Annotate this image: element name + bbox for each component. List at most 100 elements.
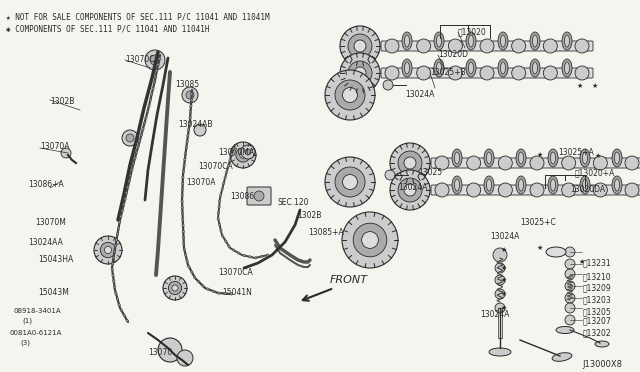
Ellipse shape — [499, 156, 513, 170]
Text: ★: ★ — [579, 259, 585, 265]
Circle shape — [158, 58, 161, 60]
Text: 13025+B: 13025+B — [430, 68, 466, 77]
Circle shape — [255, 257, 257, 259]
Ellipse shape — [404, 62, 410, 74]
Circle shape — [181, 188, 184, 191]
Circle shape — [150, 55, 160, 65]
Ellipse shape — [518, 152, 524, 164]
Circle shape — [230, 142, 256, 168]
Circle shape — [115, 239, 118, 241]
Ellipse shape — [436, 62, 442, 74]
Circle shape — [385, 170, 395, 180]
Text: ⌔13205: ⌔13205 — [583, 307, 612, 316]
Ellipse shape — [452, 149, 462, 167]
Ellipse shape — [480, 66, 494, 80]
Circle shape — [404, 157, 416, 169]
Ellipse shape — [436, 35, 442, 47]
Ellipse shape — [564, 35, 570, 47]
Circle shape — [383, 80, 393, 90]
Text: ⌔13209: ⌔13209 — [583, 283, 612, 292]
Text: 13024A: 13024A — [398, 183, 428, 192]
Ellipse shape — [546, 247, 566, 257]
Circle shape — [150, 93, 153, 95]
Text: 13070A: 13070A — [40, 142, 70, 151]
Ellipse shape — [548, 176, 558, 194]
Ellipse shape — [625, 156, 639, 170]
Circle shape — [157, 64, 159, 66]
Text: 1302B: 1302B — [297, 211, 321, 220]
Circle shape — [104, 247, 111, 253]
Circle shape — [495, 275, 505, 285]
Text: FRONT: FRONT — [330, 275, 368, 285]
Text: 13070CA: 13070CA — [198, 162, 233, 171]
Circle shape — [184, 158, 186, 161]
Circle shape — [158, 338, 182, 362]
Circle shape — [185, 147, 188, 149]
Ellipse shape — [499, 183, 513, 197]
Circle shape — [335, 167, 365, 197]
Circle shape — [94, 236, 122, 264]
Text: 13024AA: 13024AA — [28, 238, 63, 247]
Circle shape — [224, 292, 227, 295]
FancyBboxPatch shape — [431, 185, 640, 195]
Ellipse shape — [500, 35, 506, 47]
Circle shape — [354, 67, 366, 79]
Circle shape — [172, 285, 178, 291]
Circle shape — [113, 256, 115, 259]
Text: ★: ★ — [501, 265, 507, 271]
Text: 15041N: 15041N — [222, 288, 252, 297]
Circle shape — [116, 298, 118, 300]
Text: 13024A: 13024A — [490, 232, 520, 241]
Circle shape — [149, 99, 152, 101]
Ellipse shape — [385, 39, 399, 53]
Circle shape — [348, 61, 372, 85]
Text: 13020D: 13020D — [438, 50, 468, 59]
Circle shape — [126, 320, 129, 322]
Circle shape — [493, 248, 507, 262]
FancyBboxPatch shape — [431, 158, 640, 168]
Text: ★ NOT FOR SALE COMPONENTS OF SEC.111 P/C 11041 AND 11041M: ★ NOT FOR SALE COMPONENTS OF SEC.111 P/C… — [6, 13, 269, 22]
Circle shape — [168, 281, 182, 295]
Circle shape — [183, 248, 186, 251]
Circle shape — [227, 165, 230, 167]
Circle shape — [182, 170, 184, 173]
Circle shape — [188, 266, 190, 268]
Ellipse shape — [575, 39, 589, 53]
Ellipse shape — [498, 59, 508, 77]
Ellipse shape — [454, 152, 460, 164]
Ellipse shape — [550, 179, 556, 191]
Text: 13024AB: 13024AB — [178, 120, 212, 129]
Ellipse shape — [575, 66, 589, 80]
Ellipse shape — [548, 149, 558, 167]
Ellipse shape — [582, 179, 588, 191]
Circle shape — [194, 124, 206, 136]
Ellipse shape — [562, 32, 572, 50]
Text: 13070CA: 13070CA — [218, 268, 253, 277]
Circle shape — [230, 153, 233, 156]
Circle shape — [191, 271, 193, 273]
Circle shape — [224, 176, 227, 179]
Circle shape — [128, 180, 131, 182]
Circle shape — [129, 174, 132, 177]
Ellipse shape — [543, 66, 557, 80]
Circle shape — [217, 218, 220, 220]
Circle shape — [202, 285, 204, 287]
Text: ⌔13202: ⌔13202 — [583, 328, 612, 337]
Circle shape — [245, 149, 251, 155]
Circle shape — [156, 70, 158, 72]
Circle shape — [120, 215, 122, 218]
Circle shape — [398, 151, 422, 175]
Circle shape — [325, 157, 375, 207]
Circle shape — [207, 288, 209, 290]
Circle shape — [565, 315, 575, 325]
Circle shape — [123, 314, 125, 317]
Ellipse shape — [449, 39, 462, 53]
Ellipse shape — [467, 156, 481, 170]
Circle shape — [260, 255, 263, 258]
Text: ⌔13203: ⌔13203 — [583, 295, 612, 304]
Circle shape — [186, 91, 194, 99]
Ellipse shape — [625, 183, 639, 197]
Ellipse shape — [435, 183, 449, 197]
Circle shape — [220, 229, 222, 232]
Circle shape — [221, 188, 223, 190]
